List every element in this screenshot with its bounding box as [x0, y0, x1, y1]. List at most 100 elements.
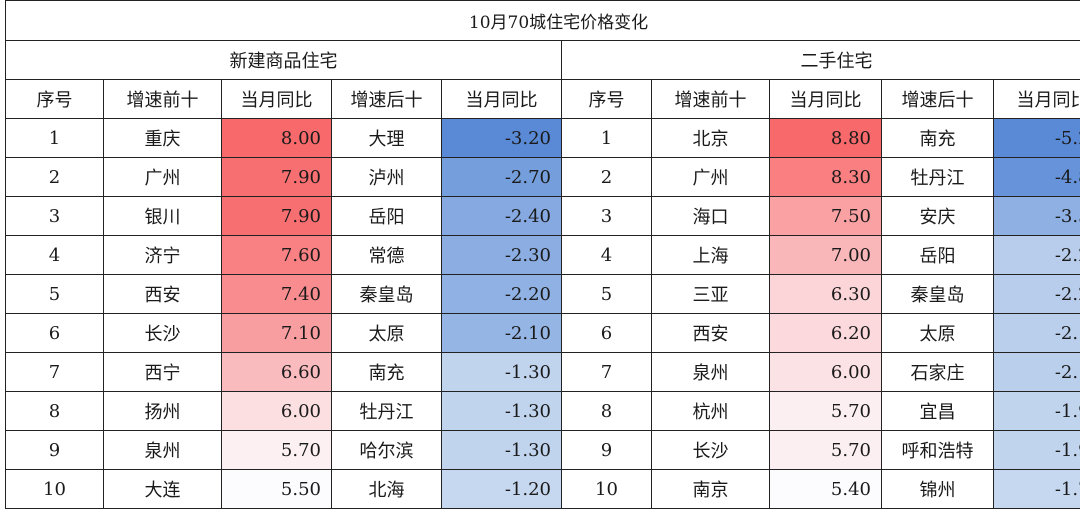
new-top-yoy-cell: 5.50: [221, 469, 332, 509]
used-top-city-cell: 三亚: [651, 274, 770, 314]
new-top-city-cell: 济宁: [103, 235, 222, 275]
used-top-city-cell: 杭州: [651, 391, 770, 431]
new-bottom-city-cell: 秦皇岛: [331, 274, 442, 314]
new-bottom-city-cell: 哈尔滨: [331, 430, 442, 470]
price-change-table: 10月70城住宅价格变化 新建商品住宅 二手住宅 序号 增速前十 当月同比 增速…: [4, 0, 1080, 509]
used-top-city-cell: 北京: [651, 118, 770, 158]
new-bottom-yoy-cell: -2.70: [441, 157, 562, 197]
used-top-city-cell: 长沙: [651, 430, 770, 470]
used-top-yoy-cell: 5.70: [769, 391, 882, 431]
used-top-city-cell: 海口: [651, 196, 770, 236]
new-rank-cell: 6: [5, 313, 104, 353]
used-top-yoy-cell: 8.80: [769, 118, 882, 158]
used-bottom-yoy-cell: -3.50: [992, 196, 1080, 236]
table-title: 10月70城住宅价格变化: [4, 0, 1080, 41]
used-bottom-yoy-cell: -2.20: [992, 274, 1080, 314]
new-bottom-yoy-cell: -1.30: [441, 391, 562, 431]
new-rank-cell: 7: [5, 352, 104, 392]
used-rank-cell: 8: [561, 391, 652, 431]
new-top-yoy-cell: 7.90: [221, 196, 332, 236]
header-bottom-ten: 增速后十: [881, 79, 994, 119]
new-bottom-yoy-cell: -2.20: [441, 274, 562, 314]
used-rank-cell: 4: [561, 235, 652, 275]
new-top-yoy-cell: 5.70: [221, 430, 332, 470]
header-row: 序号 增速前十 当月同比 增速后十 当月同比 序号 增速前十 当月同比 增速后十…: [5, 79, 1080, 119]
new-top-city-cell: 大连: [103, 469, 222, 509]
new-bottom-yoy-cell: -3.20: [441, 118, 562, 158]
used-top-city-cell: 上海: [651, 235, 770, 275]
used-bottom-city-cell: 秦皇岛: [881, 274, 994, 314]
used-bottom-yoy-cell: -2.10: [992, 313, 1080, 353]
used-bottom-yoy-cell: -1.90: [992, 391, 1080, 431]
header-rank: 序号: [561, 79, 652, 119]
new-top-yoy-cell: 7.10: [221, 313, 332, 353]
used-rank-cell: 9: [561, 430, 652, 470]
new-rank-cell: 8: [5, 391, 104, 431]
new-rank-cell: 1: [5, 118, 104, 158]
new-rank-cell: 2: [5, 157, 104, 197]
new-bottom-city-cell: 大理: [331, 118, 442, 158]
new-bottom-yoy-cell: -2.10: [441, 313, 562, 353]
new-bottom-city-cell: 岳阳: [331, 196, 442, 236]
new-top-city-cell: 扬州: [103, 391, 222, 431]
new-bottom-yoy-cell: -1.20: [441, 469, 562, 509]
new-bottom-yoy-cell: -2.30: [441, 235, 562, 275]
new-top-yoy-cell: 7.60: [221, 235, 332, 275]
group-new-homes: 新建商品住宅: [5, 40, 562, 80]
used-bottom-city-cell: 宜昌: [881, 391, 994, 431]
used-rank-cell: 1: [561, 118, 652, 158]
new-rank-cell: 5: [5, 274, 104, 314]
used-top-city-cell: 西安: [651, 313, 770, 353]
used-rank-cell: 2: [561, 157, 652, 197]
used-rank-cell: 10: [561, 469, 652, 509]
header-rank: 序号: [5, 79, 104, 119]
header-yoy: 当月同比: [441, 79, 562, 119]
new-bottom-yoy-cell: -1.30: [441, 430, 562, 470]
new-rank-cell: 9: [5, 430, 104, 470]
new-bottom-city-cell: 常德: [331, 235, 442, 275]
used-bottom-yoy-cell: -2.10: [992, 352, 1080, 392]
group-row: 新建商品住宅 二手住宅: [5, 40, 1080, 80]
used-top-city-cell: 广州: [651, 157, 770, 197]
used-bottom-yoy-cell: -1.70: [992, 469, 1080, 509]
used-top-yoy-cell: 5.40: [769, 469, 882, 509]
used-top-city-cell: 泉州: [651, 352, 770, 392]
new-bottom-yoy-cell: -1.30: [441, 352, 562, 392]
header-yoy: 当月同比: [769, 79, 882, 119]
used-bottom-yoy-cell: -4.80: [992, 157, 1080, 197]
header-top-ten: 增速前十: [651, 79, 770, 119]
used-bottom-city-cell: 锦州: [881, 469, 994, 509]
new-bottom-city-cell: 太原: [331, 313, 442, 353]
used-bottom-city-cell: 太原: [881, 313, 994, 353]
new-top-yoy-cell: 8.00: [221, 118, 332, 158]
new-bottom-yoy-cell: -2.40: [441, 196, 562, 236]
header-yoy: 当月同比: [221, 79, 332, 119]
used-bottom-city-cell: 牡丹江: [881, 157, 994, 197]
used-top-yoy-cell: 6.00: [769, 352, 882, 392]
new-top-city-cell: 广州: [103, 157, 222, 197]
new-bottom-city-cell: 南充: [331, 352, 442, 392]
used-top-yoy-cell: 5.70: [769, 430, 882, 470]
new-bottom-city-cell: 泸州: [331, 157, 442, 197]
title-row: 10月70城住宅价格变化: [4, 0, 1080, 41]
new-top-yoy-cell: 7.90: [221, 157, 332, 197]
header-yoy: 当月同比: [992, 79, 1080, 119]
used-bottom-city-cell: 南充: [881, 118, 994, 158]
new-top-city-cell: 泉州: [103, 430, 222, 470]
used-top-yoy-cell: 6.30: [769, 274, 882, 314]
used-bottom-yoy-cell: -1.90: [992, 430, 1080, 470]
header-bottom-ten: 增速后十: [331, 79, 442, 119]
new-top-city-cell: 长沙: [103, 313, 222, 353]
new-rank-cell: 10: [5, 469, 104, 509]
used-rank-cell: 3: [561, 196, 652, 236]
new-bottom-city-cell: 北海: [331, 469, 442, 509]
new-top-city-cell: 西安: [103, 274, 222, 314]
group-used-homes: 二手住宅: [560, 40, 1080, 80]
new-top-city-cell: 西宁: [103, 352, 222, 392]
